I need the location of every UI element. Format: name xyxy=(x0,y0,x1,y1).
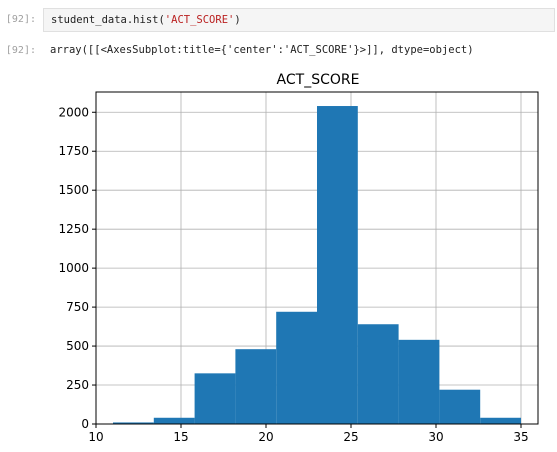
y-tick-label: 1250 xyxy=(58,222,89,236)
code-function: student_data.hist( xyxy=(51,14,165,26)
histogram-bar-3 xyxy=(235,349,277,424)
code-close-paren: ) xyxy=(234,14,241,26)
x-tick-label: 35 xyxy=(513,430,528,444)
x-tick-label: 20 xyxy=(258,430,273,444)
output-prompt: [92]: xyxy=(5,45,36,56)
plot-frame xyxy=(95,91,539,425)
y-tick-label: 1000 xyxy=(58,261,89,275)
histogram-bar-1 xyxy=(153,417,195,424)
x-tick-label: 30 xyxy=(428,430,443,444)
y-tick-label: 500 xyxy=(66,339,89,353)
histogram-bar-9 xyxy=(480,417,521,424)
output-text: array([[<AxesSubplot:title={'center':'AC… xyxy=(50,44,474,56)
code-input-cell[interactable]: student_data.hist('ACT_SCORE') xyxy=(43,8,555,32)
histogram-bar-8 xyxy=(439,389,481,424)
code-string-arg: 'ACT_SCORE' xyxy=(164,14,235,26)
histogram-bar-5 xyxy=(317,106,358,424)
chart-title: ACT_SCORE xyxy=(277,72,360,88)
y-tick-label: 0 xyxy=(81,417,89,431)
y-tick-label: 1500 xyxy=(58,183,89,197)
y-tick-label: 2000 xyxy=(58,105,89,119)
x-tick-label: 10 xyxy=(88,430,103,444)
histogram-bar-4 xyxy=(276,311,317,424)
y-tick-label: 1750 xyxy=(58,144,89,158)
histogram-bar-7 xyxy=(398,339,440,424)
input-prompt: [92]: xyxy=(5,14,36,25)
x-tick-label: 15 xyxy=(173,430,188,444)
histogram-bar-0 xyxy=(113,422,154,424)
x-tick-label: 25 xyxy=(343,430,358,444)
histogram-bar-2 xyxy=(194,373,236,424)
histogram-bar-6 xyxy=(357,324,399,424)
y-tick-label: 750 xyxy=(66,300,89,314)
y-tick-label: 250 xyxy=(66,378,89,392)
